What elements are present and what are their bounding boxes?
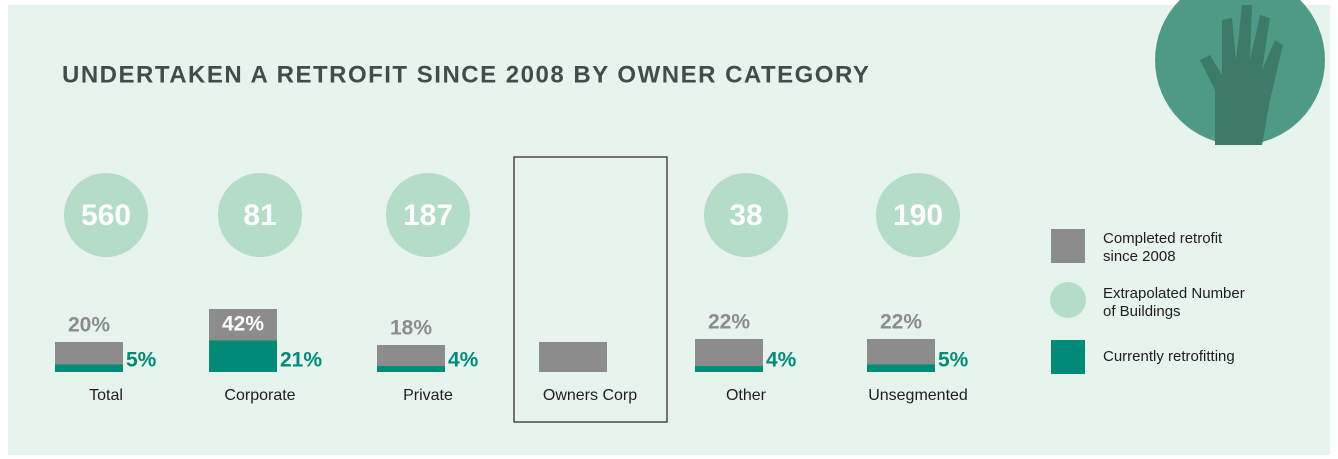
bar — [867, 365, 935, 373]
bar — [55, 365, 123, 373]
value-label: 4% — [448, 349, 479, 372]
value-label: 22% — [708, 311, 750, 334]
chart-title: UNDERTAKEN A RETROFIT SINCE 2008 BY OWNE… — [62, 61, 870, 88]
circle-label: 81 — [243, 199, 276, 232]
legend-label: Currently retrofitting — [1103, 348, 1253, 366]
value-label: 22% — [880, 311, 922, 334]
value-label: 5% — [938, 349, 969, 372]
value-label: 42% — [222, 313, 264, 336]
circle-label: 187 — [403, 199, 453, 232]
x-tick-label: Owners Corp — [543, 387, 637, 404]
bar — [695, 366, 763, 372]
legend-label: Completed retrofit since 2008 — [1103, 230, 1253, 266]
legend-swatch — [1051, 229, 1085, 263]
value-label: 18% — [390, 317, 432, 340]
circle-label: 38 — [729, 199, 762, 232]
circle-label: 190 — [893, 199, 943, 232]
x-tick-label: Corporate — [224, 387, 295, 404]
x-tick-label: Unsegmented — [868, 387, 968, 404]
value-label: 21% — [280, 349, 322, 372]
bar — [539, 342, 607, 372]
legend-swatch — [1051, 340, 1085, 374]
x-tick-label: Private — [403, 387, 453, 404]
circle-label: 560 — [81, 199, 131, 232]
x-tick-label: Other — [726, 387, 767, 404]
value-label: 20% — [68, 314, 110, 337]
value-label: 4% — [766, 349, 797, 372]
page: UNDERTAKEN A RETROFIT SINCE 2008 BY OWNE… — [0, 0, 1338, 459]
bar — [209, 341, 277, 373]
value-label: 5% — [126, 349, 157, 372]
legend-swatch — [1050, 282, 1086, 318]
x-tick-label: Total — [89, 387, 123, 404]
legend-label: Extrapolated Number of Buildings — [1103, 285, 1253, 321]
bar — [377, 366, 445, 372]
